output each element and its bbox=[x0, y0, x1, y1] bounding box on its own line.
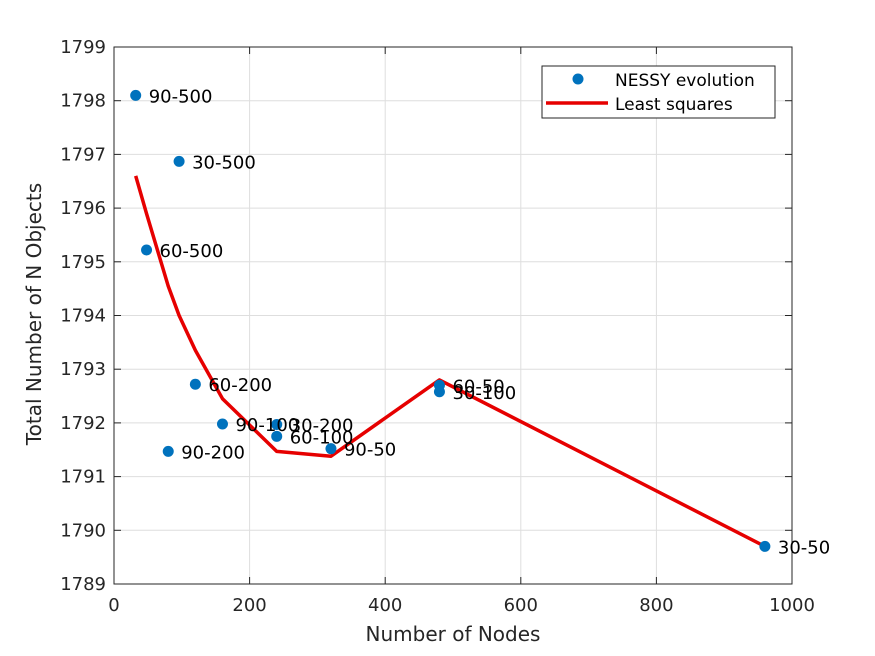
y-tick-label: 1799 bbox=[60, 37, 106, 58]
x-tick-label: 400 bbox=[368, 595, 402, 616]
y-tick-label: 1795 bbox=[60, 252, 106, 273]
data-label-30-100: 30-100 bbox=[452, 383, 516, 404]
y-axis-title: Total Number of N Objects bbox=[22, 183, 46, 446]
data-point-90-500 bbox=[130, 89, 142, 101]
data-label-60-100: 60-100 bbox=[290, 427, 354, 448]
legend: NESSY evolution Least squares bbox=[541, 65, 776, 119]
line-layer bbox=[134, 175, 766, 548]
x-axis-title: Number of Nodes bbox=[366, 622, 541, 646]
y-tick-label: 1791 bbox=[60, 467, 106, 488]
data-label-60-50: 60-50 bbox=[452, 376, 504, 397]
y-tick-label: 1798 bbox=[60, 91, 106, 112]
y-tick-label: 1796 bbox=[60, 198, 106, 219]
data-label-90-500: 90-500 bbox=[149, 86, 213, 107]
data-label-60-200: 60-200 bbox=[208, 375, 272, 396]
y-tick-label: 1790 bbox=[60, 520, 106, 541]
legend-entry-nessy-evolution: NESSY evolution bbox=[615, 71, 755, 91]
data-label-30-50: 30-50 bbox=[778, 537, 830, 558]
data-point-60-200 bbox=[189, 378, 201, 390]
data-label-90-50: 90-50 bbox=[344, 440, 396, 461]
data-point-90-100 bbox=[216, 418, 228, 430]
grid-layer bbox=[113, 46, 793, 585]
y-tick-label: 1794 bbox=[60, 306, 106, 327]
x-tick-label: 0 bbox=[108, 595, 119, 616]
data-point-60-100 bbox=[271, 430, 283, 442]
x-tick-label: 600 bbox=[504, 595, 538, 616]
data-point-30-100 bbox=[433, 386, 445, 398]
data-point-60-500 bbox=[141, 244, 153, 256]
least-squares-line bbox=[134, 175, 766, 548]
y-tick-label: 1789 bbox=[60, 574, 106, 595]
y-tick-label: 1793 bbox=[60, 359, 106, 380]
data-label-60-500: 60-500 bbox=[160, 241, 224, 262]
data-point-30-500 bbox=[173, 155, 185, 167]
x-tick-label: 1000 bbox=[769, 595, 815, 616]
x-tick-label: 800 bbox=[639, 595, 673, 616]
data-point-90-200 bbox=[162, 445, 174, 457]
data-point-30-50 bbox=[759, 540, 771, 552]
data-label-90-200: 90-200 bbox=[181, 442, 245, 463]
label-layer: 90-500 30-500 60-500 60-200 90-10030-20060-1… bbox=[149, 86, 830, 558]
data-point-30-200 bbox=[271, 419, 283, 431]
data-label-30-500: 30-500 bbox=[192, 152, 256, 173]
marker-layer bbox=[130, 89, 771, 552]
y-tick-label: 1797 bbox=[60, 144, 106, 165]
legend-entry-least-squares: Least squares bbox=[615, 95, 733, 115]
ticks-layer: 0 200 400 600 800 1000 1789 1790 1791 1792 1793 179… bbox=[60, 37, 815, 616]
legend-marker-icon bbox=[572, 73, 584, 85]
data-label-30-200: 30-200 bbox=[290, 416, 354, 437]
data-point-90-50 bbox=[325, 443, 337, 455]
data-label-90-100: 90-100 bbox=[235, 415, 299, 436]
x-tick-label: 200 bbox=[232, 595, 266, 616]
y-tick-label: 1792 bbox=[60, 413, 106, 434]
